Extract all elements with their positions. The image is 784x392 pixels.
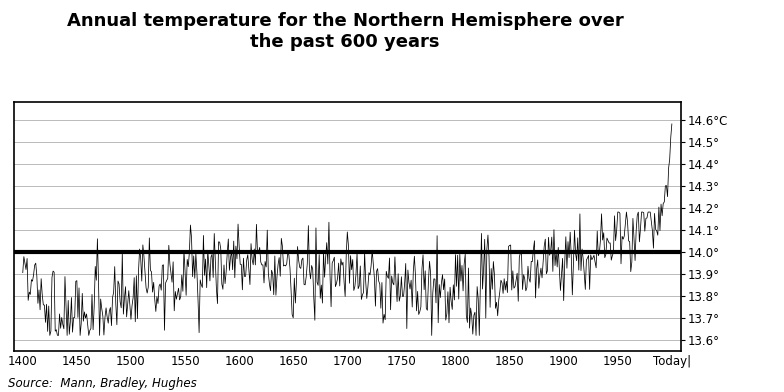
Text: Annual temperature for the Northern Hemisphere over
the past 600 years: Annual temperature for the Northern Hemi…: [67, 12, 623, 51]
Text: Source:  Mann, Bradley, Hughes: Source: Mann, Bradley, Hughes: [8, 377, 197, 390]
